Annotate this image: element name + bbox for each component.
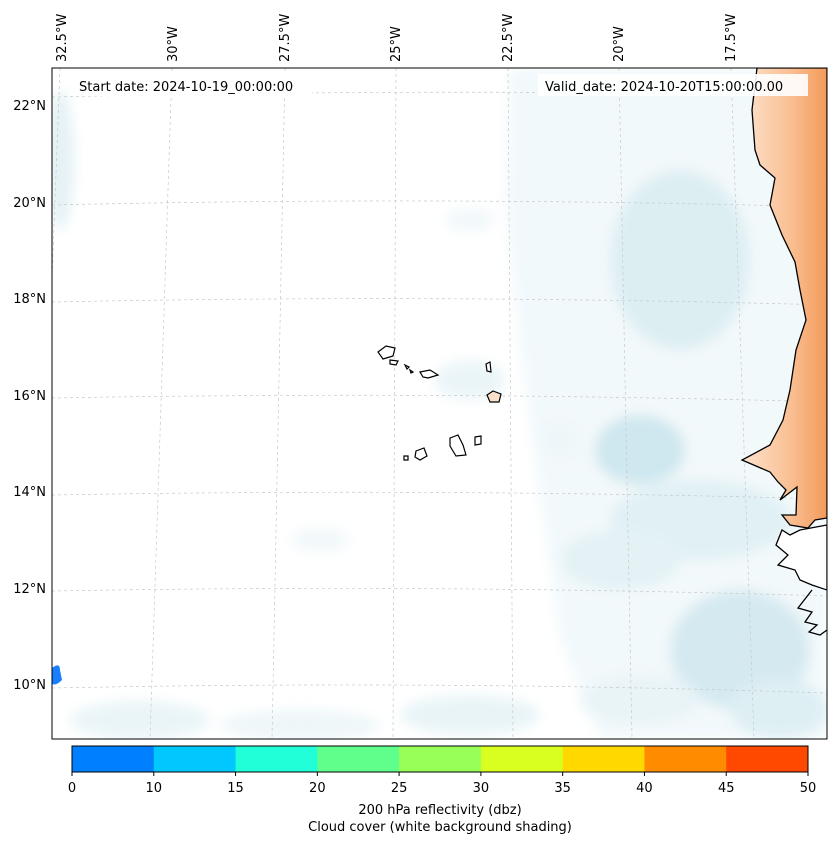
colorbar-segment <box>726 746 809 772</box>
southern-coast <box>796 589 827 636</box>
lon-label: 17.5°W <box>724 14 739 62</box>
colorbar-segment <box>235 746 318 772</box>
map-frame <box>51 67 828 740</box>
colorbar-subtitle: Cloud cover (white background shading) <box>308 820 572 835</box>
colorbar-tick-label: 40 <box>636 781 653 796</box>
africa-coastline <box>740 68 827 529</box>
colorbar-tick-label: 50 <box>800 781 817 796</box>
colorbar: 0 10 15 20 25 30 35 40 45 50 <box>68 745 817 796</box>
colorbar-segment <box>317 746 400 772</box>
colorbar-segment <box>480 746 564 772</box>
colorbar-segment <box>399 746 482 772</box>
lon-label: 22.5°W <box>501 14 516 62</box>
colorbar-segment <box>562 746 645 772</box>
colorbar-tick-label: 45 <box>718 781 735 796</box>
latitude-labels: 22°N 20°N 18°N 16°N 14°N 12°N 10°N <box>13 99 46 693</box>
lon-label: 30°W <box>166 26 181 62</box>
lat-label: 14°N <box>13 485 46 500</box>
cloud-cover-shading <box>52 68 827 739</box>
lat-label: 18°N <box>13 292 46 307</box>
colorbar-tick-label: 30 <box>473 781 490 796</box>
lat-label: 10°N <box>13 678 46 693</box>
lat-label: 16°N <box>13 389 46 404</box>
colorbar-tick-label: 15 <box>227 781 244 796</box>
lon-label: 25°W <box>389 26 404 62</box>
reflectivity-echo <box>52 665 62 685</box>
colorbar-tick-label: 10 <box>146 781 163 796</box>
valid-date-label: Valid_date: 2024-10-20T15:00:00.00 <box>545 80 783 95</box>
start-date-box: Start date: 2024-10-19_00:00:00 <box>72 74 312 96</box>
colorbar-border <box>71 745 809 773</box>
colorbar-segment <box>153 746 237 772</box>
lon-label: 32.5°W <box>55 14 70 62</box>
longitude-labels: 32.5°W 30°W 27.5°W 25°W 22.5°W 20°W 17.5… <box>55 14 739 62</box>
colorbar-segment <box>644 746 727 772</box>
lat-label: 22°N <box>13 99 46 114</box>
colorbar-tick-label: 0 <box>68 781 76 796</box>
colorbar-title: 200 hPa reflectivity (dbz) <box>358 803 521 818</box>
lon-label: 20°W <box>612 26 627 62</box>
start-date-label: Start date: 2024-10-19_00:00:00 <box>79 80 293 95</box>
lon-label: 27.5°W <box>278 14 293 62</box>
guinea-coastline <box>775 524 827 591</box>
map-plot-area[interactable]: Start date: 2024-10-19_00:00:00 Valid_da… <box>46 68 830 740</box>
graticule-lines <box>52 68 827 739</box>
lat-label: 12°N <box>13 582 46 597</box>
colorbar-tick-label: 25 <box>391 781 408 796</box>
lat-label: 20°N <box>13 196 46 211</box>
valid-date-box: Valid_date: 2024-10-20T15:00:00.00 <box>538 74 808 96</box>
colorbar-segment <box>72 746 155 772</box>
colorbar-tick-label: 20 <box>309 781 326 796</box>
cape-verde-islands <box>377 345 502 461</box>
colorbar-tick-label: 35 <box>554 781 571 796</box>
